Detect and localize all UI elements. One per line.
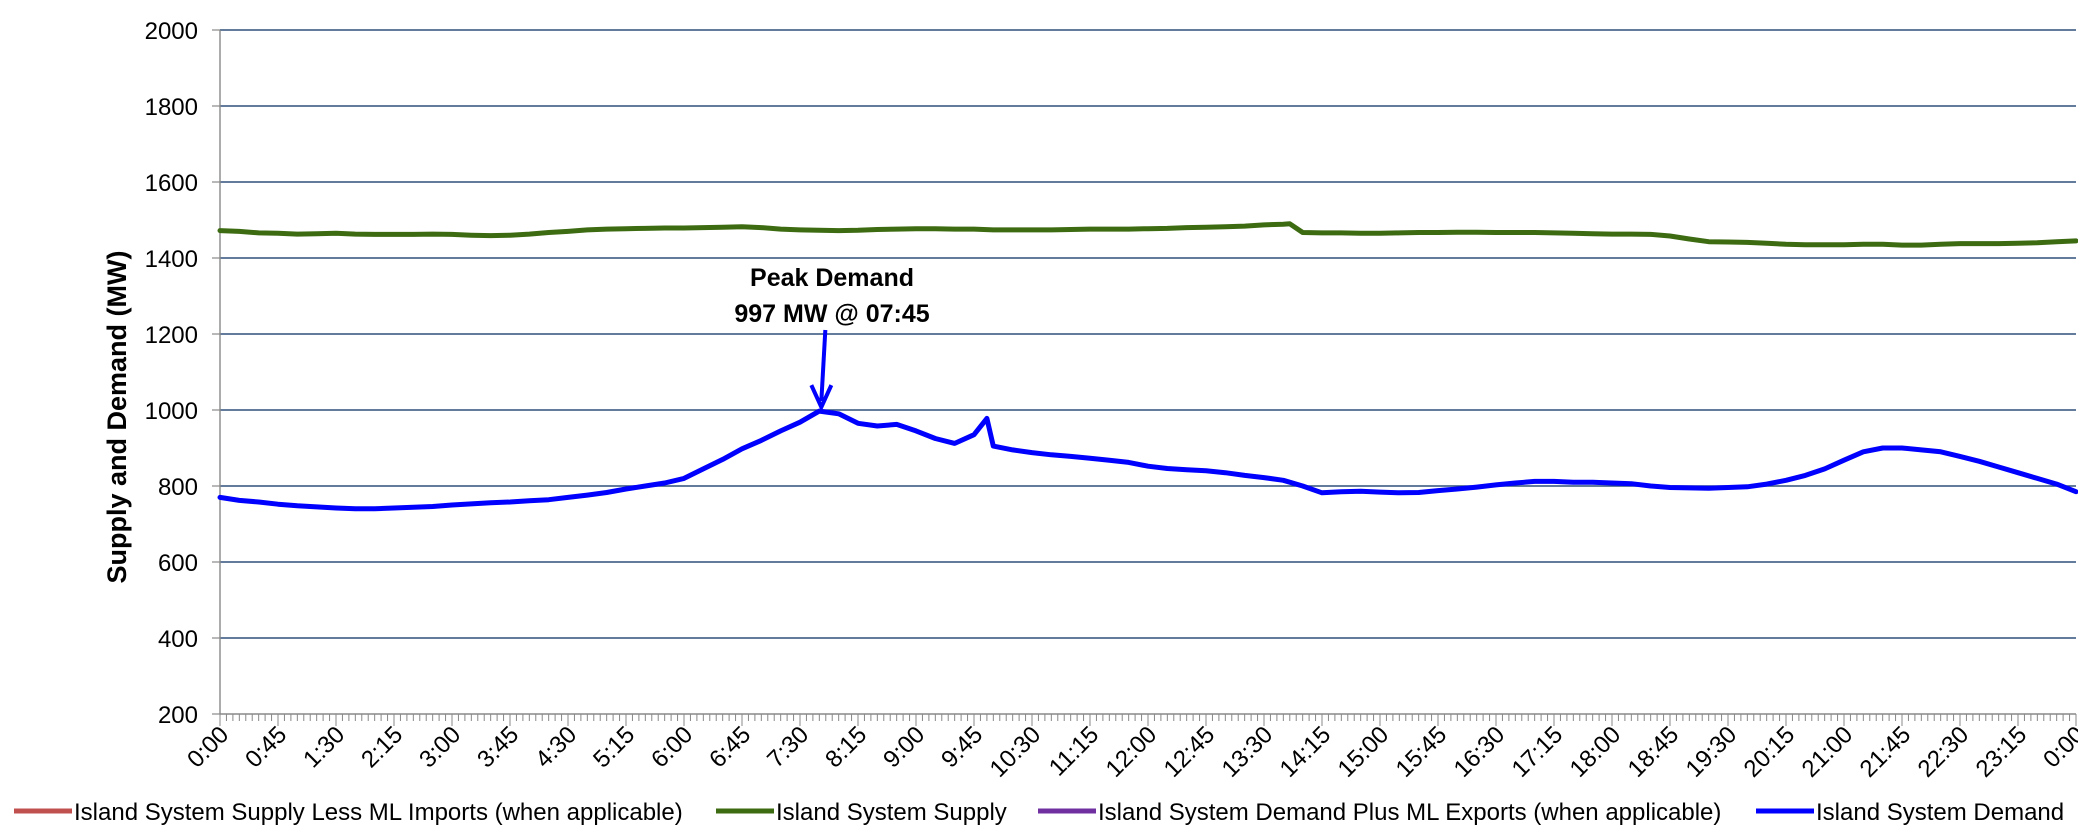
legend: Island System Supply Less ML Imports (wh… bbox=[14, 799, 2064, 826]
x-tick-label: 1:30 bbox=[298, 721, 350, 773]
x-tick-label: 9:45 bbox=[936, 721, 988, 773]
legend-label-0: Island System Supply Less ML Imports (wh… bbox=[74, 799, 683, 826]
y-tick-label-1600: 1600 bbox=[145, 170, 198, 197]
x-tick-label: 2:15 bbox=[356, 721, 408, 773]
x-tick-label: 15:45 bbox=[1391, 721, 1453, 783]
y-axis-label: Supply and Demand (MW) bbox=[102, 251, 132, 584]
x-tick-label: 6:00 bbox=[646, 721, 698, 773]
x-tick-label: 18:45 bbox=[1623, 721, 1685, 783]
peak-arrow-shaft bbox=[819, 329, 828, 402]
x-tick-label: 4:30 bbox=[530, 721, 582, 773]
peak-annotation: Peak Demand 997 MW @ 07:45 bbox=[734, 264, 930, 412]
peak-arrow-head bbox=[809, 384, 834, 412]
y-tick-label-800: 800 bbox=[158, 474, 198, 501]
axes: 200 400 600 800 1000 1200 1400 1600 1800 2000 0:00… bbox=[145, 18, 2078, 783]
y-tick-label-1000: 1000 bbox=[145, 398, 198, 425]
series-lines bbox=[217, 221, 2078, 512]
legend-label-2: Island System Demand Plus ML Exports (wh… bbox=[1098, 799, 1721, 826]
x-tick-label: 13:30 bbox=[1217, 721, 1279, 783]
gridlines bbox=[220, 29, 2076, 639]
x-tick-label: 0:45 bbox=[240, 721, 292, 773]
x-tick-label: 16:30 bbox=[1449, 721, 1511, 783]
x-tick-label: 18:00 bbox=[1565, 721, 1627, 783]
x-tick-label: 22:30 bbox=[1913, 721, 1975, 783]
x-tick-label: 19:30 bbox=[1681, 721, 1743, 783]
x-tick-label: 3:00 bbox=[414, 721, 466, 773]
x-tick-label: 15:00 bbox=[1333, 721, 1395, 783]
series-line-1 bbox=[217, 221, 2078, 248]
legend-label-3: Island System Demand bbox=[1816, 799, 2064, 826]
x-tick-label: 21:00 bbox=[1797, 721, 1859, 783]
x-tick-label: 9:00 bbox=[878, 721, 930, 773]
x-tick-label: 10:30 bbox=[985, 721, 1047, 783]
x-tick-label: 0:00 bbox=[2038, 721, 2078, 773]
y-tick-label-1400: 1400 bbox=[145, 246, 198, 273]
x-tick-label: 17:15 bbox=[1507, 721, 1569, 783]
y-tick-label-200: 200 bbox=[158, 702, 198, 729]
x-tick-label: 14:15 bbox=[1275, 721, 1337, 783]
y-tick-label-1200: 1200 bbox=[145, 322, 198, 349]
peak-annotation-line1: Peak Demand bbox=[750, 264, 914, 292]
x-tick-label: 12:45 bbox=[1159, 721, 1221, 783]
y-tick-label-600: 600 bbox=[158, 550, 198, 577]
x-tick-label: 7:30 bbox=[762, 721, 814, 773]
series-line-3 bbox=[217, 408, 2078, 512]
peak-annotation-line2: 997 MW @ 07:45 bbox=[734, 300, 929, 328]
y-tick-label-400: 400 bbox=[158, 626, 198, 653]
x-tick-label: 5:15 bbox=[588, 721, 640, 773]
y-tick-label-1800: 1800 bbox=[145, 94, 198, 121]
x-tick-label: 20:15 bbox=[1739, 721, 1801, 783]
legend-label-1: Island System Supply bbox=[776, 799, 1007, 826]
x-tick-label: 21:45 bbox=[1855, 721, 1917, 783]
y-tick-label-2000: 2000 bbox=[145, 18, 198, 45]
x-tick-label: 11:15 bbox=[1044, 721, 1104, 781]
x-tick-label: 12:00 bbox=[1101, 721, 1163, 783]
x-tick-label: 6:45 bbox=[704, 721, 756, 773]
x-tick-label: 3:45 bbox=[472, 721, 524, 773]
x-tick-label: 8:15 bbox=[820, 721, 872, 773]
x-tick-label: 23:15 bbox=[1971, 721, 2033, 783]
